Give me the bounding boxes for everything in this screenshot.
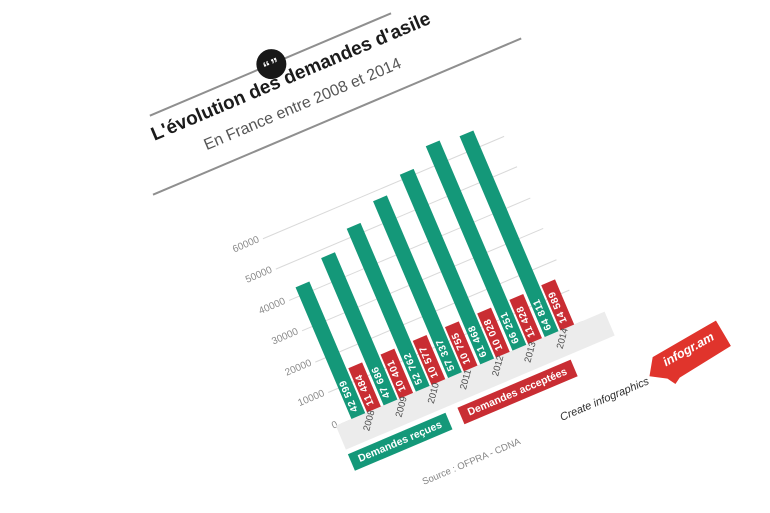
bars-layer: 42 599 11 484 47 686 10 401 52 762 10 577 57 3… [14, 0, 640, 420]
source-note: Source : OFPRA - CDNA [420, 436, 523, 488]
y-axis-labels: 0100002000030000400005000060000 [14, 0, 640, 432]
infogram-logo-text: infogr.am [660, 329, 717, 370]
y-axis-label-40000: 40000 [257, 295, 288, 317]
create-infographics-link[interactable]: Create infographics [558, 375, 651, 424]
y-axis-label-50000: 50000 [244, 264, 274, 286]
y-axis-label-60000: 60000 [230, 233, 261, 255]
y-axis-label-20000: 20000 [283, 357, 314, 379]
infogram-logo[interactable]: infogr.am [641, 320, 734, 393]
x-axis-labels: 2008 2009 2010 2011 2012 2013 2014 [14, 0, 640, 432]
y-axis-label-10000: 10000 [296, 388, 327, 410]
y-axis-label-30000: 30000 [270, 326, 301, 348]
y-axis-label-0: 0 [287, 419, 339, 449]
infographic-card: “” L'évolution des demandes d'asile En F… [14, 0, 770, 513]
plot-gridlines [14, 0, 640, 425]
